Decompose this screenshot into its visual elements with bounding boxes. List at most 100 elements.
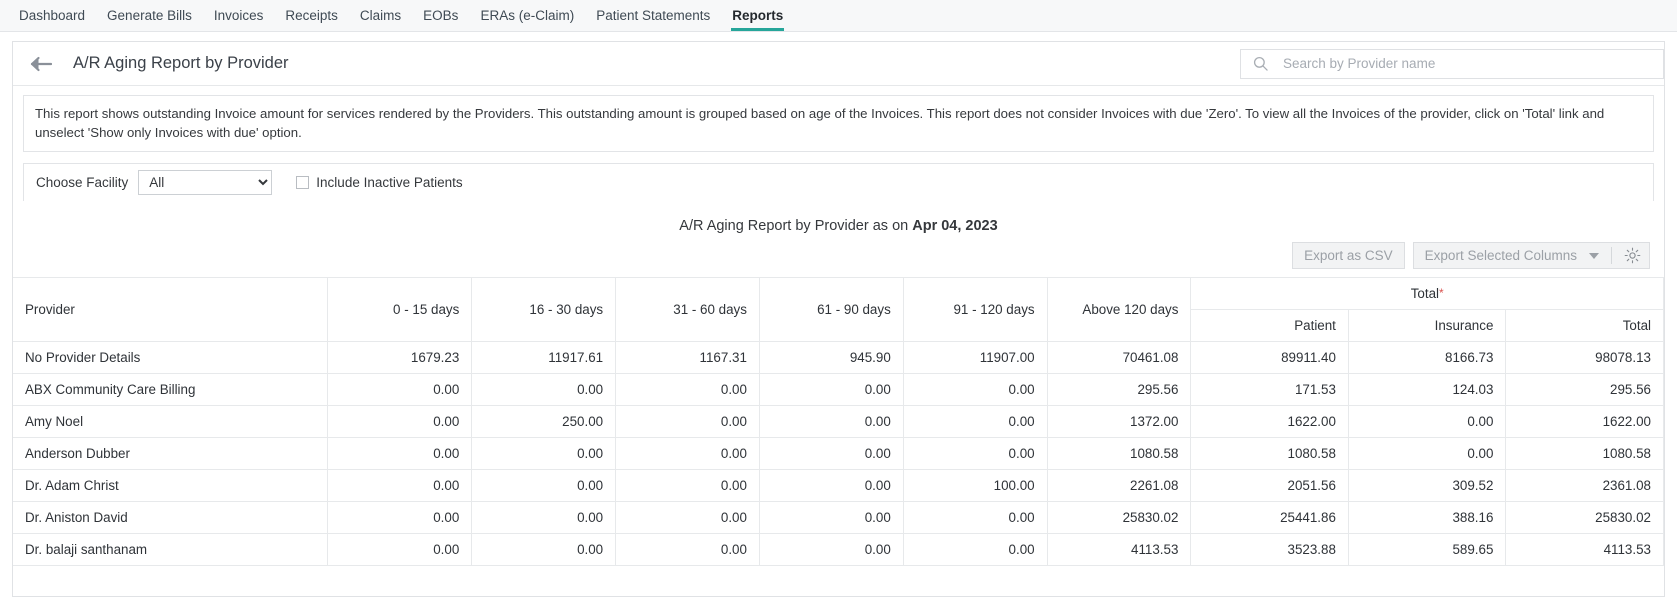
cell-above-120-days: 4113.53 <box>1047 533 1192 566</box>
table-header-row-top: Provider 0 - 15 days 16 - 30 days 31 - 6… <box>13 277 1664 342</box>
cell-16-30-days: 0.00 <box>471 533 617 566</box>
cell-61-90-days: 0.00 <box>759 437 904 470</box>
cell-61-90-days: 0.00 <box>759 405 904 438</box>
table-row[interactable]: ABX Community Care Billing 0.00 0.00 0.0… <box>13 373 1664 406</box>
report-heading-prefix: A/R Aging Report by Provider as on <box>679 218 913 234</box>
cell-total-link[interactable]: 4113.53 <box>1505 533 1664 566</box>
report-description: This report shows outstanding Invoice am… <box>23 95 1654 152</box>
cell-16-30-days: 0.00 <box>471 437 617 470</box>
cell-total-insurance: 309.52 <box>1348 469 1507 502</box>
cell-total-insurance: 388.16 <box>1348 501 1507 534</box>
cell-31-60-days: 0.00 <box>615 501 760 534</box>
cell-61-90-days: 945.90 <box>759 341 904 374</box>
column-header-31-60-days[interactable]: 31 - 60 days <box>615 277 760 342</box>
export-selected-columns-button[interactable]: Export Selected Columns <box>1412 242 1650 269</box>
search-icon <box>1241 56 1279 71</box>
table-row[interactable]: Dr. Aniston David 0.00 0.00 0.00 0.00 0.… <box>13 501 1664 534</box>
cell-total-insurance: 589.65 <box>1348 533 1507 566</box>
cell-total-insurance: 8166.73 <box>1348 341 1507 374</box>
nav-item-generate-bills[interactable]: Generate Bills <box>107 8 192 23</box>
table-row[interactable]: Dr. Adam Christ 0.00 0.00 0.00 0.00 100.… <box>13 469 1664 502</box>
column-header-61-90-days[interactable]: 61 - 90 days <box>759 277 904 342</box>
search-input[interactable] <box>1279 49 1663 78</box>
cell-16-30-days: 0.00 <box>471 501 617 534</box>
cell-31-60-days: 0.00 <box>615 533 760 566</box>
cell-91-120-days: 0.00 <box>903 437 1048 470</box>
export-selected-columns-label: Export Selected Columns <box>1424 248 1577 263</box>
cell-total-link[interactable]: 25830.02 <box>1505 501 1664 534</box>
table-row[interactable]: No Provider Details 1679.23 11917.61 116… <box>13 341 1664 374</box>
cell-total-link[interactable]: 2361.08 <box>1505 469 1664 502</box>
cell-0-15-days: 0.00 <box>327 373 473 406</box>
cell-61-90-days: 0.00 <box>759 501 904 534</box>
nav-item-eras[interactable]: ERAs (e-Claim) <box>480 8 575 23</box>
gear-icon[interactable] <box>1624 247 1641 264</box>
cell-total-patient: 3523.88 <box>1190 533 1349 566</box>
cell-above-120-days: 25830.02 <box>1047 501 1192 534</box>
nav-item-claims[interactable]: Claims <box>359 8 402 23</box>
include-inactive-label: Include Inactive Patients <box>316 175 463 190</box>
required-asterisk: * <box>1439 286 1444 300</box>
table-row[interactable]: Dr. balaji santhanam 0.00 0.00 0.00 0.00… <box>13 533 1664 566</box>
nav-item-dashboard[interactable]: Dashboard <box>19 8 86 23</box>
export-as-csv-button[interactable]: Export as CSV <box>1292 242 1405 269</box>
column-header-total-patient[interactable]: Patient <box>1190 309 1349 342</box>
cell-provider: Dr. Adam Christ <box>13 469 329 502</box>
cell-total-patient: 1622.00 <box>1190 405 1349 438</box>
cell-0-15-days: 0.00 <box>327 405 473 438</box>
cell-91-120-days: 0.00 <box>903 373 1048 406</box>
cell-provider: Dr. Aniston David <box>13 501 329 534</box>
column-header-0-15-days[interactable]: 0 - 15 days <box>327 277 473 342</box>
cell-total-patient: 2051.56 <box>1190 469 1349 502</box>
cell-91-120-days: 0.00 <box>903 533 1048 566</box>
cell-above-120-days: 1080.58 <box>1047 437 1192 470</box>
report-as-on-date: Apr 04, 2023 <box>912 218 998 234</box>
nav-item-invoices[interactable]: Invoices <box>213 8 264 23</box>
include-inactive-patients-toggle[interactable]: Include Inactive Patients <box>296 175 463 190</box>
column-header-provider[interactable]: Provider <box>13 277 329 342</box>
facility-label: Choose Facility <box>36 175 129 190</box>
nav-item-receipts[interactable]: Receipts <box>285 8 338 23</box>
cell-total-link[interactable]: 1080.58 <box>1505 437 1664 470</box>
include-inactive-checkbox[interactable] <box>296 176 310 189</box>
cell-31-60-days: 0.00 <box>615 373 760 406</box>
nav-item-reports[interactable]: Reports <box>721 9 794 31</box>
table-row[interactable]: Anderson Dubber 0.00 0.00 0.00 0.00 0.00… <box>13 437 1664 470</box>
cell-91-120-days: 0.00 <box>903 405 1048 438</box>
column-header-total-insurance[interactable]: Insurance <box>1348 309 1507 342</box>
search-box <box>1240 48 1664 79</box>
cell-0-15-days: 1679.23 <box>327 341 473 374</box>
report-table-container: Provider 0 - 15 days 16 - 30 days 31 - 6… <box>13 277 1664 566</box>
total-group-label: Total <box>1410 286 1440 301</box>
back-arrow-icon[interactable] <box>23 49 59 79</box>
cell-61-90-days: 0.00 <box>759 533 904 566</box>
table-body: No Provider Details 1679.23 11917.61 116… <box>13 341 1664 566</box>
cell-above-120-days: 1372.00 <box>1047 405 1192 438</box>
cell-total-link[interactable]: 98078.13 <box>1505 341 1664 374</box>
report-heading: A/R Aging Report by Provider as on Apr 0… <box>13 201 1664 238</box>
cell-total-patient: 1080.58 <box>1190 437 1349 470</box>
chevron-down-icon[interactable] <box>1589 252 1599 259</box>
facility-select[interactable]: All <box>138 170 273 195</box>
cell-total-insurance: 0.00 <box>1348 405 1507 438</box>
cell-above-120-days: 70461.08 <box>1047 341 1192 374</box>
cell-total-link[interactable]: 295.56 <box>1505 373 1664 406</box>
nav-item-eobs[interactable]: EOBs <box>423 8 459 23</box>
cell-31-60-days: 0.00 <box>615 405 760 438</box>
column-header-16-30-days[interactable]: 16 - 30 days <box>471 277 617 342</box>
page-title: A/R Aging Report by Provider <box>73 54 289 72</box>
cell-61-90-days: 0.00 <box>759 469 904 502</box>
ar-aging-report-table: Provider 0 - 15 days 16 - 30 days 31 - 6… <box>13 277 1664 566</box>
table-row[interactable]: Amy Noel 0.00 250.00 0.00 0.00 0.00 1372… <box>13 405 1664 438</box>
main-navigation: Dashboard Generate Bills Invoices Receip… <box>0 0 1677 32</box>
column-header-91-120-days[interactable]: 91 - 120 days <box>903 277 1048 342</box>
cell-16-30-days: 0.00 <box>471 373 617 406</box>
cell-total-insurance: 0.00 <box>1348 437 1507 470</box>
nav-item-patient-statements[interactable]: Patient Statements <box>596 8 711 23</box>
column-header-total-total[interactable]: Total <box>1505 309 1664 342</box>
cell-total-patient: 89911.40 <box>1190 341 1349 374</box>
cell-31-60-days: 0.00 <box>615 437 760 470</box>
cell-16-30-days: 0.00 <box>471 469 617 502</box>
column-header-above-120-days[interactable]: Above 120 days <box>1047 277 1192 342</box>
cell-total-link[interactable]: 1622.00 <box>1505 405 1664 438</box>
